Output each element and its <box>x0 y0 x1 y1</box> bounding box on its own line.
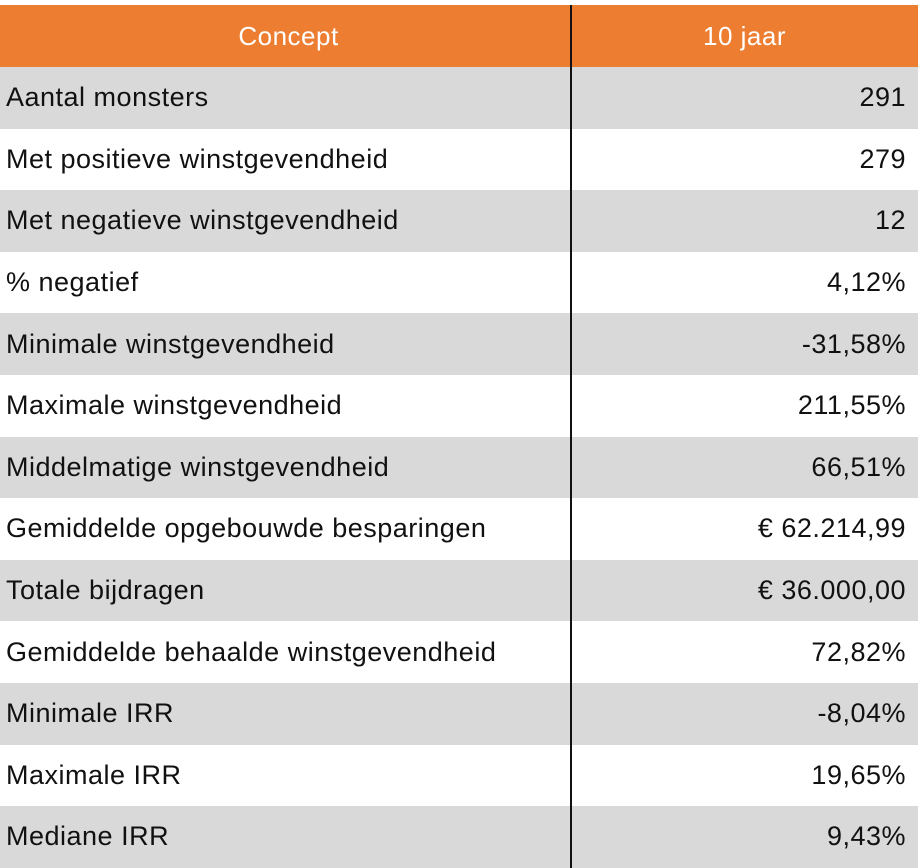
table-row: Minimale winstgevendheid -31,58% <box>0 313 918 375</box>
label-cell: Met negatieve winstgevendheid <box>6 205 399 236</box>
label-cell: Gemiddelde opgebouwde besparingen <box>6 513 487 544</box>
header-row: Concept 10 jaar <box>0 5 918 67</box>
column-divider <box>570 5 572 868</box>
label-cell: Gemiddelde behaalde winstgevendheid <box>6 636 497 667</box>
label-cell: % negatief <box>6 267 139 298</box>
value-cell: 4,12% <box>826 267 906 298</box>
table-row: Maximale winstgevendheid 211,55% <box>0 375 918 437</box>
table-row: Mediane IRR 9,43% <box>0 806 918 868</box>
table-row: Minimale IRR -8,04% <box>0 682 918 745</box>
table-row: Met positieve winstgevendheid 279 <box>0 129 918 191</box>
label-cell: Aantal monsters <box>6 82 209 113</box>
value-cell: 72,82% <box>811 636 906 667</box>
label-cell: Minimale IRR <box>6 698 175 729</box>
value-cell: -31,58% <box>801 328 906 359</box>
value-cell: € 62.214,99 <box>757 513 906 544</box>
value-cell: 211,55% <box>797 390 906 421</box>
table-row: Met negatieve winstgevendheid 12 <box>0 190 918 252</box>
label-cell: Middelmatige winstgevendheid <box>6 451 390 482</box>
value-cell: 291 <box>859 82 906 113</box>
value-cell: 279 <box>859 143 906 174</box>
label-cell: Met positieve winstgevendheid <box>6 143 389 174</box>
value-cell: 12 <box>874 205 906 236</box>
label-cell: Mediane IRR <box>6 821 170 852</box>
table-row: Gemiddelde opgebouwde besparingen € 62.21… <box>0 498 918 560</box>
table-row: Totale bijdragen € 36.000,00 <box>0 559 918 622</box>
table-row: % negatief 4,12% <box>0 252 918 314</box>
table-row: Gemiddelde behaalde winstgevendheid 72,82… <box>0 621 918 683</box>
value-cell: 19,65% <box>811 759 906 790</box>
table: Concept 10 jaar Aantal monsters 291 Met po… <box>0 5 918 868</box>
label-cell: Maximale IRR <box>6 759 182 790</box>
value-cell: -8,04% <box>817 698 906 729</box>
table-row: Maximale IRR 19,65% <box>0 745 918 807</box>
value-cell: € 36.000,00 <box>757 575 906 606</box>
label-cell: Maximale winstgevendheid <box>6 390 343 421</box>
header-cell: Concept <box>238 20 339 51</box>
header-cell: 10 jaar <box>703 20 786 51</box>
value-cell: 9,43% <box>826 821 906 852</box>
label-cell: Minimale winstgevendheid <box>6 328 335 359</box>
value-cell: 66,51% <box>811 451 906 482</box>
table-row: Middelmatige winstgevendheid 66,51% <box>0 436 918 499</box>
label-cell: Totale bijdragen <box>6 575 205 606</box>
table-row: Aantal monsters 291 <box>0 67 918 129</box>
